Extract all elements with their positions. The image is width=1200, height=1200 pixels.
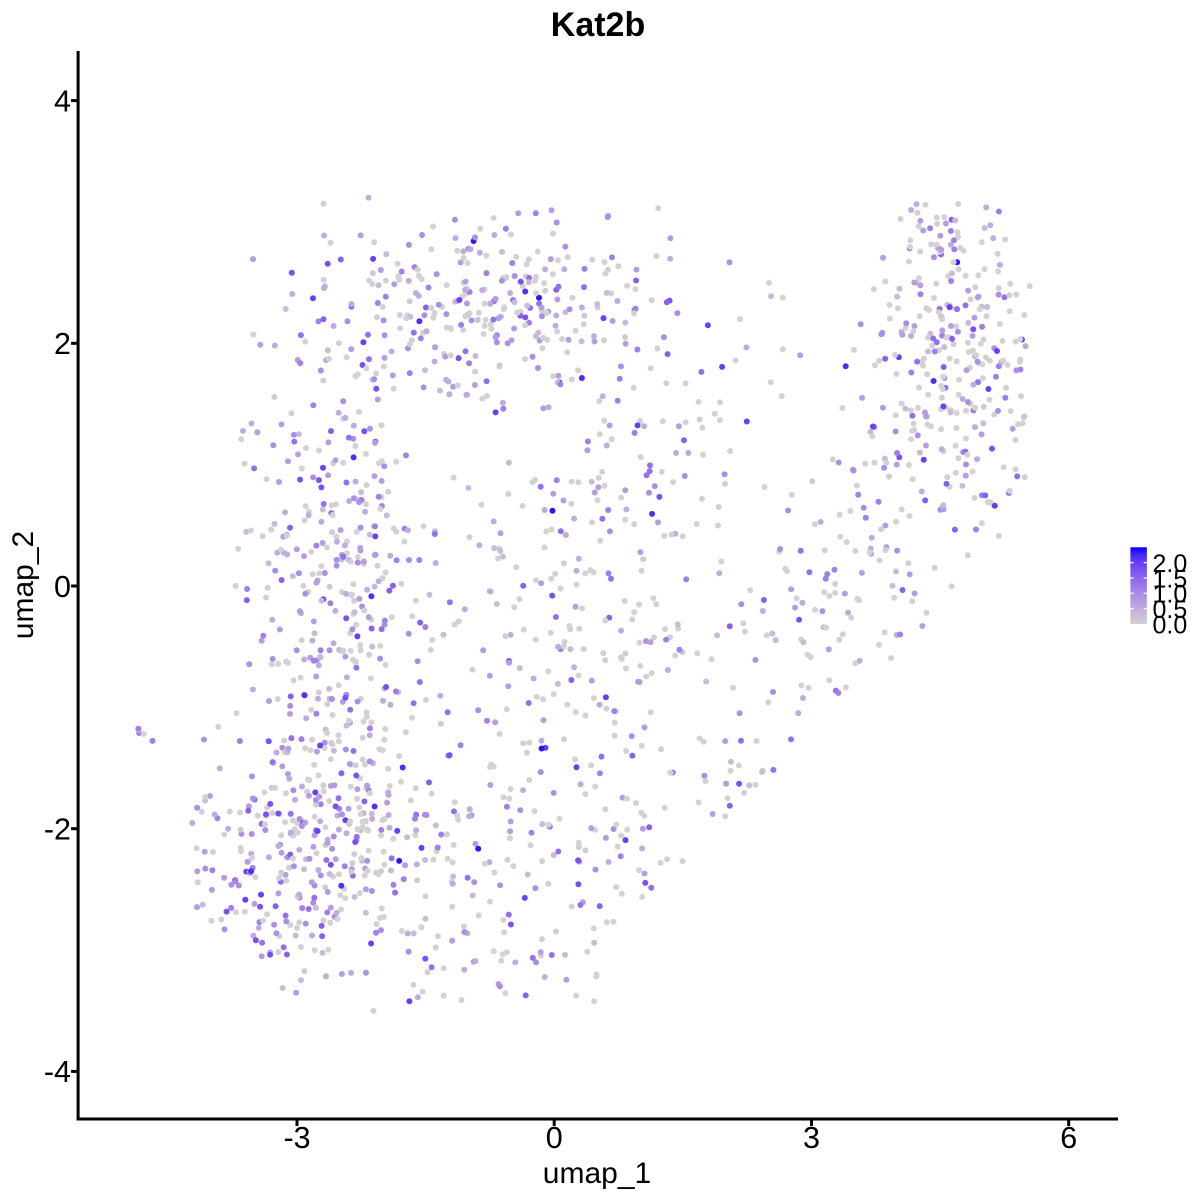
svg-text:-4: -4	[44, 1055, 71, 1089]
svg-text:Kat2b: Kat2b	[551, 6, 645, 44]
svg-text:6: 6	[1060, 1121, 1077, 1155]
svg-text:0.0: 0.0	[1153, 611, 1188, 639]
svg-text:0: 0	[546, 1121, 563, 1155]
svg-text:3: 3	[803, 1121, 820, 1155]
svg-text:0.5: 0.5	[1153, 596, 1188, 624]
svg-text:-2: -2	[44, 813, 71, 847]
svg-text:umap_2: umap_2	[7, 531, 40, 639]
svg-text:umap_1: umap_1	[543, 1157, 651, 1190]
svg-text:1.0: 1.0	[1153, 581, 1188, 609]
svg-text:2.0: 2.0	[1153, 550, 1188, 578]
svg-text:1.5: 1.5	[1153, 565, 1188, 593]
svg-text:2: 2	[54, 327, 71, 361]
svg-text:4: 4	[54, 84, 71, 118]
svg-text:0: 0	[54, 570, 71, 604]
svg-text:-3: -3	[283, 1121, 310, 1155]
